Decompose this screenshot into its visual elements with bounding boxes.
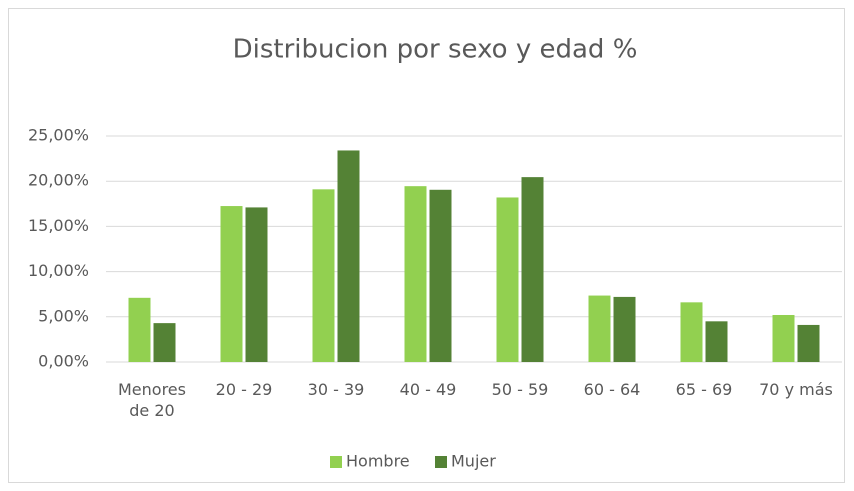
y-tick-label: 0,00% (38, 352, 89, 371)
chart-title: Distribucion por sexo y edad % (233, 35, 638, 65)
bar (337, 150, 360, 362)
bar (680, 302, 703, 362)
x-tick-label: 60 - 64 (583, 380, 641, 399)
bar (153, 323, 176, 362)
x-tick-label: 65 - 69 (675, 380, 733, 399)
bar (220, 206, 243, 362)
bar (797, 324, 820, 362)
bar (404, 186, 427, 362)
x-tick-label: 30 - 39 (307, 380, 365, 399)
x-tick-label: 40 - 49 (399, 380, 457, 399)
x-tick-label: Menores de 20 (118, 380, 186, 420)
legend-swatch (435, 456, 447, 468)
y-tick-label: 15,00% (28, 216, 89, 235)
bar (312, 189, 335, 362)
legend-swatch (330, 456, 342, 468)
y-tick-label: 10,00% (28, 261, 89, 280)
bar (588, 295, 611, 362)
y-tick-label: 20,00% (28, 171, 89, 190)
legend-label: Hombre (346, 452, 410, 471)
x-tick-label: 50 - 59 (491, 380, 549, 399)
chart-border (8, 8, 845, 483)
bar (613, 296, 636, 362)
bar (245, 207, 268, 362)
bar (429, 189, 452, 362)
bar (128, 297, 151, 362)
bar (772, 314, 795, 362)
bar (521, 177, 544, 362)
bar (496, 197, 519, 362)
legend-label: Mujer (451, 452, 496, 471)
x-tick-label: 20 - 29 (215, 380, 273, 399)
y-tick-label: 25,00% (28, 126, 89, 145)
bar (705, 321, 728, 362)
x-tick-label: 70 y más (759, 380, 833, 399)
y-tick-label: 5,00% (38, 306, 89, 325)
